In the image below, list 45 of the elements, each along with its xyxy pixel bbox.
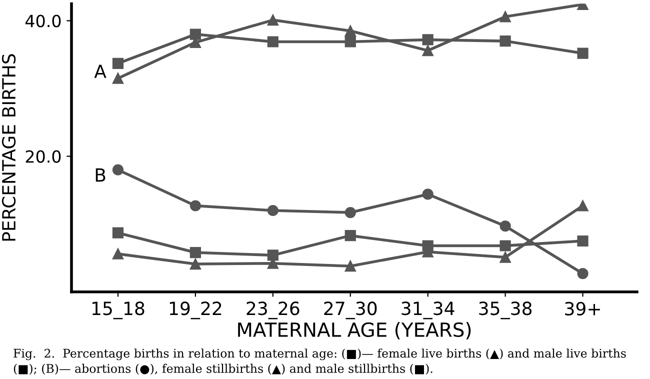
point (422, 45, 434, 56)
x-tick-label: 27_30 (324, 302, 377, 320)
point (112, 58, 124, 69)
point (112, 248, 124, 260)
point (577, 200, 588, 212)
annotation: A (94, 64, 106, 78)
point (500, 240, 511, 252)
y-axis-title: PERCENTAGE BIRTHS (2, 54, 16, 241)
point (577, 268, 588, 280)
x-axis-title: MATERNAL AGE (YEARS) (238, 322, 471, 340)
point (344, 36, 356, 48)
y-tick-label: 20.0 (26, 150, 61, 163)
point (190, 258, 201, 270)
x-tick-label: 39+ (565, 302, 600, 316)
point (267, 250, 278, 261)
point (344, 230, 356, 242)
point (500, 36, 511, 47)
y-tick-label: 40.0 (25, 14, 61, 28)
x-tick-label: 31_34 (402, 302, 454, 320)
point (267, 204, 278, 216)
x-tick-label: 23_26 (246, 302, 300, 320)
point (112, 227, 124, 238)
point (267, 14, 278, 26)
point (500, 11, 511, 22)
x-tick-label: 19_22 (170, 302, 222, 320)
point (577, 48, 588, 59)
point (344, 206, 356, 218)
point (112, 72, 124, 84)
point (267, 36, 278, 48)
point (500, 220, 511, 232)
x-tick-label: 15_18 (92, 302, 144, 320)
point (344, 25, 356, 36)
annotation: B (96, 168, 106, 182)
point (112, 164, 124, 176)
point (422, 34, 434, 46)
caption: Fig. 2. Percentage births in relation to maternal age: (■)— female live births (▲) and male live births (14, 348, 626, 360)
point (190, 28, 201, 40)
x-tick-label: 35_38 (479, 302, 532, 320)
point (190, 246, 201, 258)
point (577, 235, 588, 247)
text: (■); (B)— abortions (●), female stillbirths (▲) and male stillbirths (■). (14, 364, 432, 375)
point (190, 200, 201, 212)
point (500, 252, 511, 263)
point (344, 260, 356, 272)
point (422, 188, 434, 200)
